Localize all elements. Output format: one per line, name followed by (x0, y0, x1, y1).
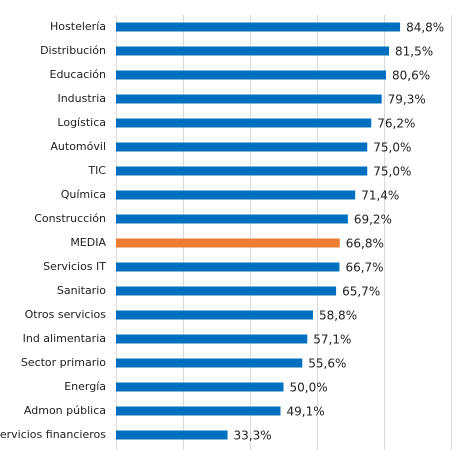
value-label: 81,5% (395, 45, 433, 59)
y-tick-label: Construcción (34, 212, 106, 225)
bar (116, 142, 368, 152)
y-tick-label: Logística (57, 116, 106, 129)
y-tick-label: MEDIA (70, 236, 106, 249)
bar (116, 358, 303, 368)
bar (116, 286, 337, 296)
y-tick-label: Educación (50, 68, 107, 81)
y-tick-label: Hostelería (50, 20, 106, 33)
bar (116, 238, 340, 248)
value-label: 65,7% (342, 285, 380, 299)
value-label: 71,4% (361, 189, 399, 203)
value-label: 66,7% (345, 261, 383, 275)
bar (116, 334, 308, 344)
y-tick-label: Sector primario (21, 356, 106, 369)
value-label: 75,0% (373, 165, 411, 179)
y-tick-label: Energía (64, 380, 106, 393)
y-tick-label: Química (61, 188, 106, 201)
value-label: 58,8% (319, 309, 357, 323)
value-label: 79,3% (388, 93, 426, 107)
bar (116, 70, 387, 80)
y-tick-label: Ind alimentaria (23, 332, 106, 345)
value-label: 57,1% (313, 333, 351, 347)
value-label: 49,1% (286, 405, 324, 419)
value-label: 76,2% (377, 117, 415, 131)
value-label: 33,3% (234, 429, 272, 443)
y-tick-label: Distribución (40, 44, 106, 57)
value-label: 50,0% (290, 381, 328, 395)
y-tick-label: Servicios financieros (0, 428, 106, 441)
bar (116, 430, 228, 440)
y-tick-label: TIC (87, 164, 106, 177)
bar (116, 262, 340, 272)
y-tick-label: Industria (57, 92, 106, 105)
value-label: 80,6% (392, 69, 430, 83)
y-tick-label: Automóvil (50, 140, 106, 153)
bar (116, 46, 390, 56)
bar (116, 118, 372, 128)
bar (116, 94, 382, 104)
value-label: 84,8% (406, 21, 444, 35)
y-tick-label: Servicios IT (43, 260, 106, 273)
bar (116, 214, 348, 224)
bar (116, 406, 281, 416)
y-tick-label: Sanitario (57, 284, 106, 297)
value-label: 55,6% (308, 357, 346, 371)
bar (116, 22, 401, 32)
y-tick-label: Otros servicios (25, 308, 107, 321)
bar (116, 190, 356, 200)
bar (116, 166, 368, 176)
bar (116, 310, 313, 320)
bar (116, 382, 284, 392)
value-label: 75,0% (373, 141, 411, 155)
y-tick-label: Admon pública (24, 404, 106, 417)
value-label: 69,2% (354, 213, 392, 227)
value-label: 66,8% (346, 237, 384, 251)
